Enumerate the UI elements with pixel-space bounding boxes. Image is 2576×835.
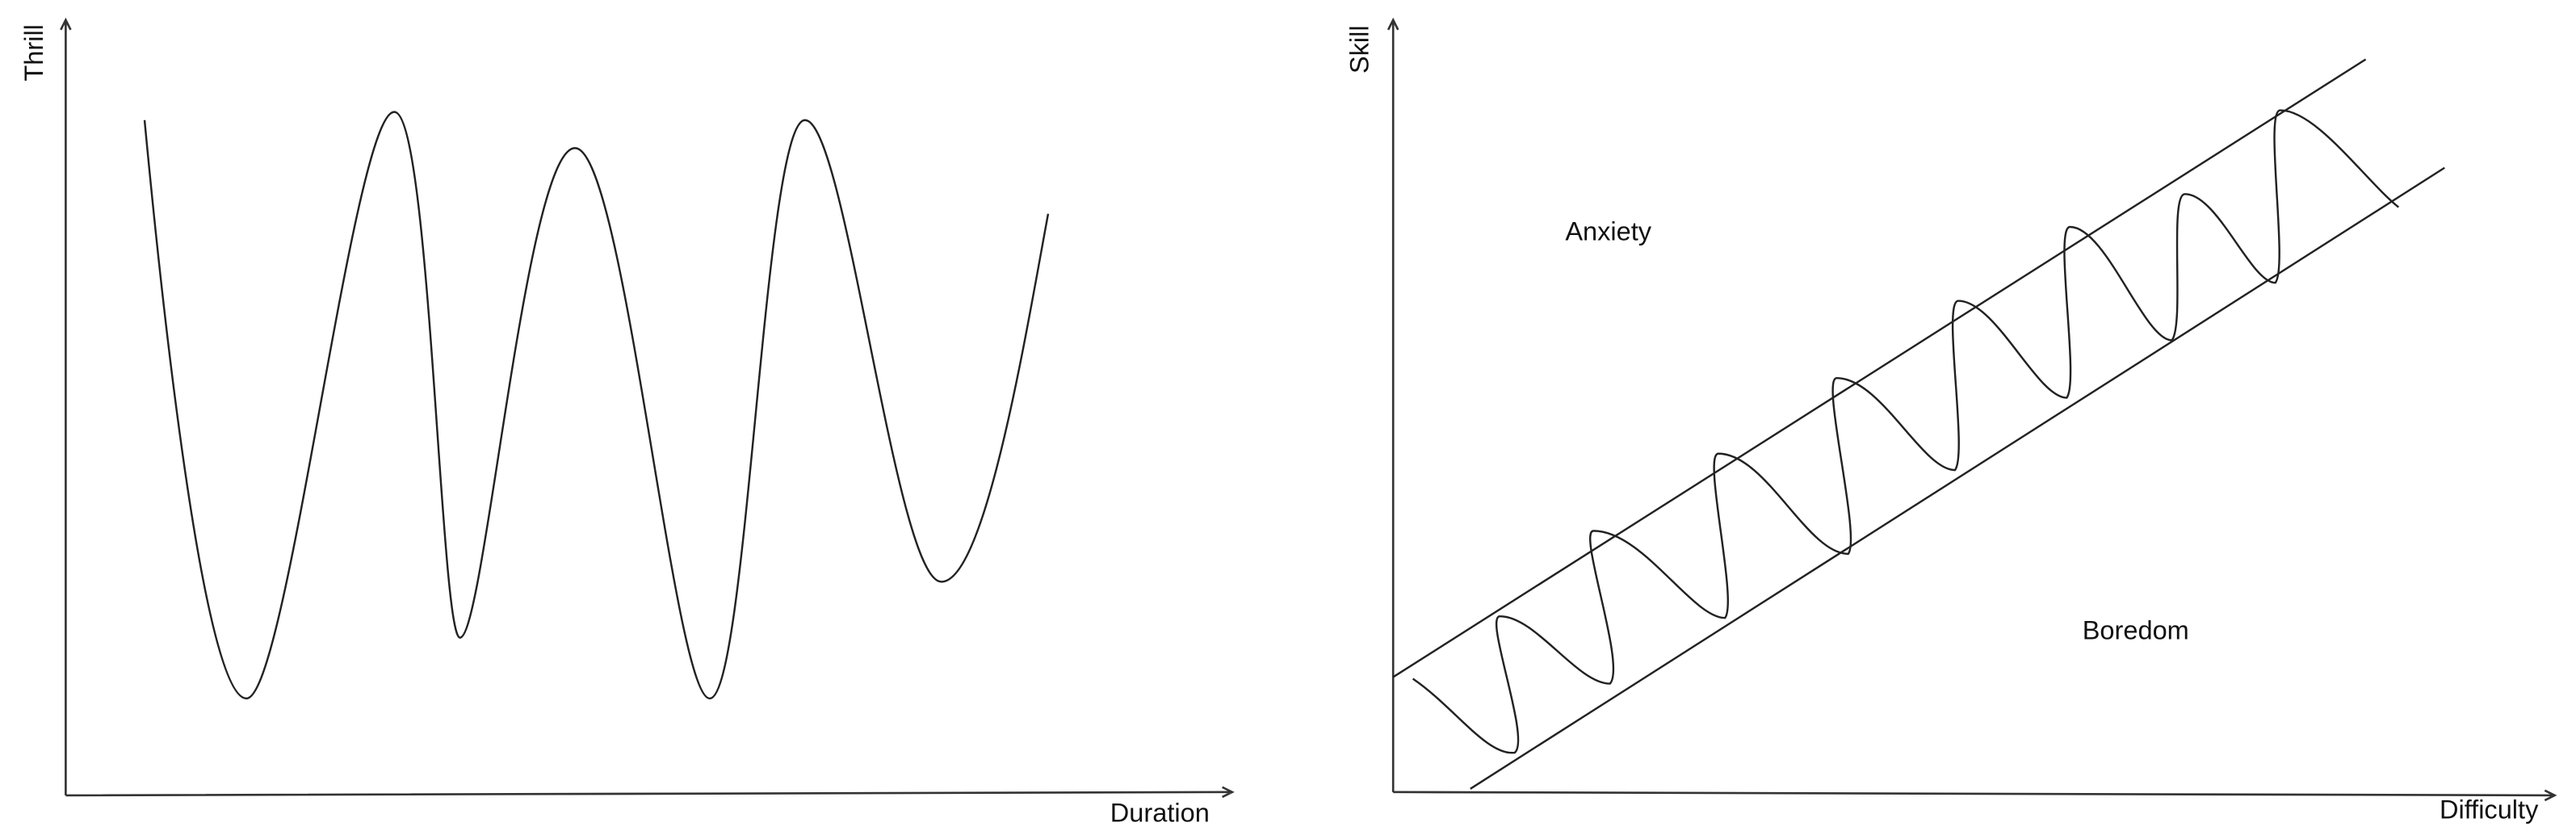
region-label: Anxiety [1565,216,1651,245]
thrill-curve [143,111,1050,700]
y-axis [60,17,72,795]
y-axis-label: Skill [1345,25,1374,73]
lower-boundary [1470,166,2445,790]
region-label: Boredom [2083,616,2189,645]
x-axis-label: Difficulty [2440,795,2539,824]
right-diagram: Skill Difficulty Anxiety Boredom [1345,17,2557,824]
flow-curve [1412,109,2400,754]
x-axis-label: Duration [1110,798,1210,827]
x-axis [1393,789,2557,802]
y-axis-label: Thrill [19,24,48,82]
y-axis [1387,17,1399,792]
left-diagram: Thrill Duration [19,17,1235,827]
upper-boundary [1392,58,2367,678]
x-axis [65,786,1235,799]
